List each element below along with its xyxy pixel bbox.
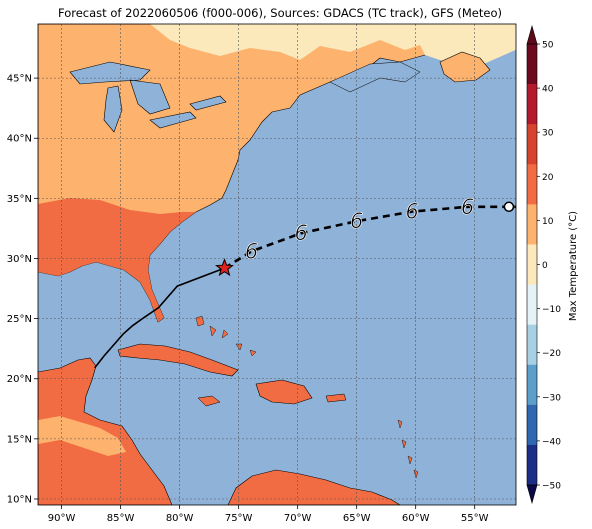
colorbar-tick-label: 40 bbox=[542, 85, 554, 95]
northern-cool-land bbox=[150, 24, 516, 70]
colorbar-tick-label: 0 bbox=[542, 261, 548, 271]
x-tick-label: 70°W bbox=[284, 513, 312, 524]
jamaica bbox=[197, 395, 221, 407]
longitude-tick-labels: 90°W 85°W 80°W 75°W 70°W 65°W 60°W 55°W bbox=[48, 505, 489, 524]
tropical-cyclone-symbol: 6 bbox=[245, 239, 258, 263]
colorbar-tick-label: 10 bbox=[542, 217, 554, 227]
southeast-us-hot bbox=[38, 198, 196, 322]
cyclone-track: 6 6 6 6 6 bbox=[94, 194, 516, 369]
latitude-tick-labels: 45°N 40°N 35°N 30°N 25°N 20°N 15°N 10°N bbox=[7, 74, 38, 505]
tropical-cyclone-symbol: 6 bbox=[461, 195, 474, 219]
y-tick-label: 20°N bbox=[7, 374, 32, 385]
x-tick-label: 80°W bbox=[166, 513, 194, 524]
x-tick-label: 60°W bbox=[402, 513, 430, 524]
gulf-st-lawrence bbox=[329, 61, 421, 93]
current-position-star bbox=[215, 258, 234, 277]
y-tick-label: 15°N bbox=[7, 434, 32, 445]
central-america-cool bbox=[38, 416, 126, 456]
track-end-marker bbox=[503, 201, 515, 213]
colorbar-tick-label: −20 bbox=[542, 349, 561, 359]
colorbar-segment bbox=[527, 84, 537, 125]
south-america bbox=[227, 469, 401, 505]
puerto-rico bbox=[325, 393, 347, 403]
hispaniola bbox=[255, 379, 313, 405]
colorbar-tick-label: 20 bbox=[542, 173, 554, 183]
colorbar-tick-label: 30 bbox=[542, 129, 554, 139]
temperature-colorbar: 50 40 30 20 10 0 −10 −20 −30 −40 −50 bbox=[526, 24, 561, 505]
colorbar-segment bbox=[527, 324, 537, 366]
map-frame bbox=[37, 23, 517, 506]
x-tick-label: 85°W bbox=[107, 513, 135, 524]
map-gridlines bbox=[38, 24, 516, 505]
colorbar-segment bbox=[527, 44, 537, 85]
x-tick-label: 75°W bbox=[225, 513, 253, 524]
colorbar-segment bbox=[527, 364, 537, 406]
land-layer bbox=[38, 24, 516, 505]
colorbar-segment bbox=[527, 124, 537, 165]
colorbar-extend-max bbox=[526, 24, 538, 45]
colorbar-segment bbox=[527, 444, 537, 486]
colorbar-tick-label: −30 bbox=[542, 393, 561, 403]
forecast-track-line bbox=[223, 205, 516, 270]
colorbar-label: Max Temperature (°C) bbox=[568, 211, 579, 321]
colorbar-tick-label: 50 bbox=[542, 41, 554, 51]
x-tick-label: 65°W bbox=[343, 513, 371, 524]
colorbar-tick-label: −40 bbox=[542, 437, 561, 447]
colorbar-tick-label: −10 bbox=[542, 305, 561, 315]
colorbar-segment bbox=[527, 204, 537, 245]
great-lakes bbox=[69, 61, 227, 133]
newfoundland bbox=[439, 51, 491, 83]
colorbar-segment bbox=[527, 164, 537, 205]
y-tick-label: 25°N bbox=[7, 314, 32, 325]
x-tick-label: 55°W bbox=[461, 513, 489, 524]
x-tick-label: 90°W bbox=[48, 513, 76, 524]
colorbar-segment bbox=[527, 284, 537, 325]
tropical-cyclone-symbol: 6 bbox=[295, 221, 308, 245]
bahamas bbox=[195, 315, 257, 357]
tropical-cyclone-symbol: 6 bbox=[405, 200, 418, 224]
colorbar-extend-min bbox=[526, 484, 538, 505]
tropical-cyclone-symbol: 6 bbox=[350, 209, 363, 233]
colorbar-segment bbox=[527, 244, 537, 285]
map-title: Forecast of 2022060506 (f000-006), Sourc… bbox=[58, 6, 502, 20]
cuba bbox=[117, 343, 239, 377]
past-track-line bbox=[94, 267, 225, 369]
y-tick-label: 35°N bbox=[7, 194, 32, 205]
y-tick-label: 10°N bbox=[7, 494, 32, 505]
colorbar-tick-label: −50 bbox=[542, 482, 561, 492]
y-tick-label: 40°N bbox=[7, 134, 32, 145]
colorbar-segment bbox=[527, 404, 537, 446]
lesser-antilles bbox=[397, 419, 419, 479]
y-tick-label: 30°N bbox=[7, 254, 32, 265]
y-tick-label: 45°N bbox=[7, 74, 32, 85]
